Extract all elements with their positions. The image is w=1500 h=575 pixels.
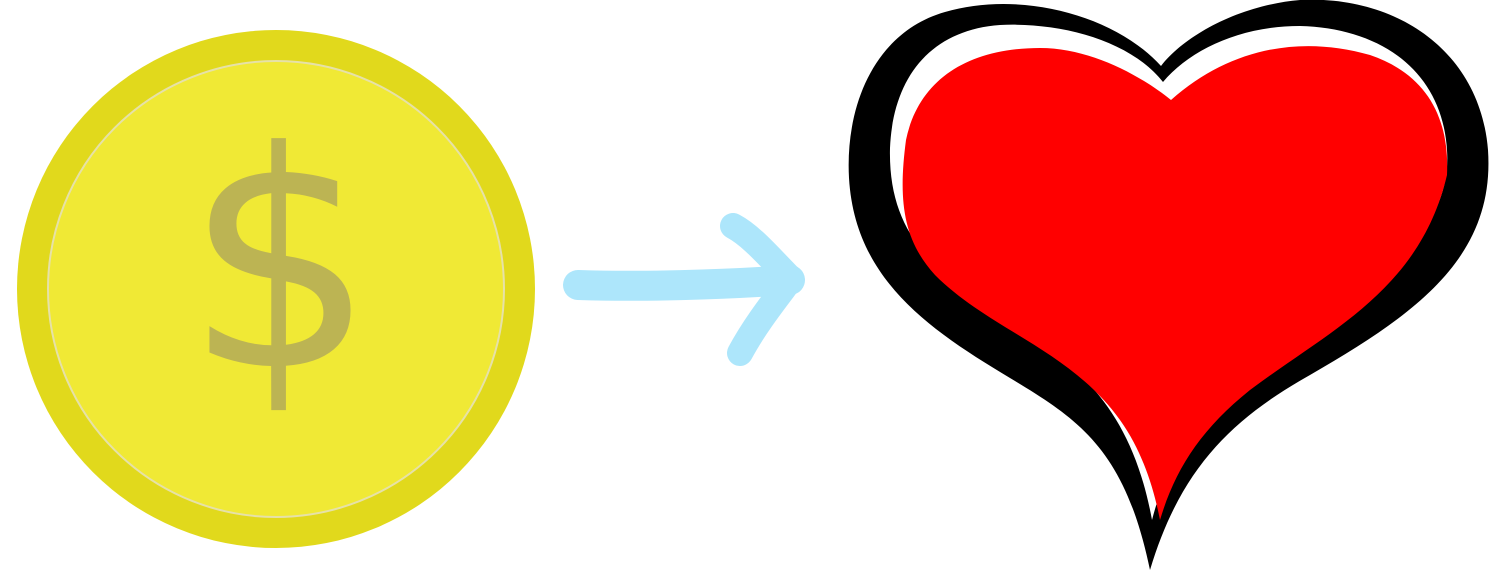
dollar-sign-icon: $	[185, 88, 376, 437]
arrow-right-icon	[563, 213, 805, 366]
heart-icon	[848, 0, 1489, 570]
arrow-shaft	[563, 265, 805, 301]
arrow-head-lower	[727, 267, 803, 366]
heart-fill	[902, 46, 1448, 520]
coin-face	[47, 60, 505, 518]
coin-icon: $	[17, 30, 535, 548]
